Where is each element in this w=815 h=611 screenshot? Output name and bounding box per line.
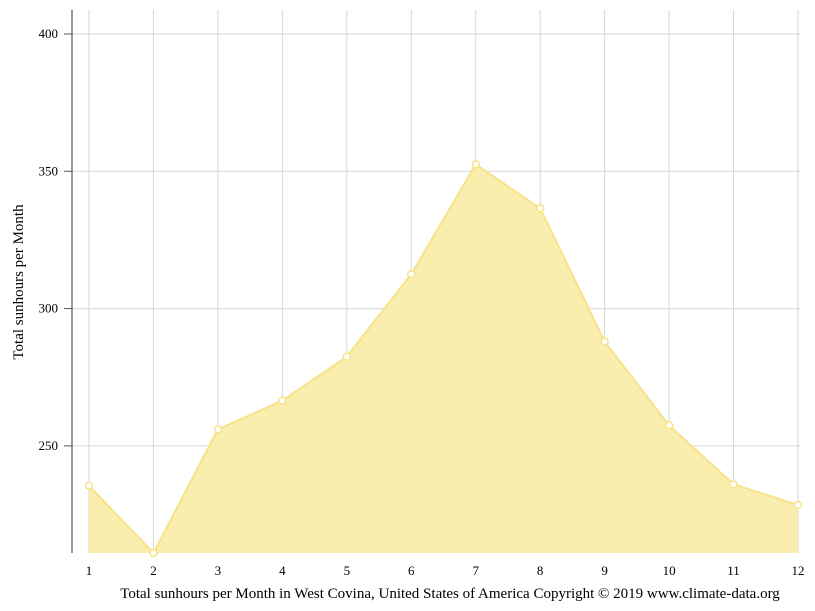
data-point-9 <box>600 337 609 346</box>
x-tick-label-1: 1 <box>86 563 93 578</box>
x-tick-label-5: 5 <box>344 563 351 578</box>
data-markers <box>84 160 803 558</box>
data-point-10 <box>664 421 674 430</box>
x-tick-label-7: 7 <box>472 563 479 578</box>
data-point-12 <box>793 500 803 510</box>
x-tick-label-2: 2 <box>150 563 157 578</box>
y-tick-label-250: 250 <box>39 438 59 453</box>
data-point-6 <box>407 270 416 279</box>
y-tick-label-350: 350 <box>39 163 59 178</box>
chart-caption: Total sunhours per Month in West Covina,… <box>120 586 780 602</box>
x-tick-label-11: 11 <box>727 563 740 578</box>
data-point-4 <box>278 396 287 405</box>
x-tick-label-9: 9 <box>601 563 608 578</box>
series-area <box>88 162 799 555</box>
x-tick-label-12: 12 <box>792 563 805 578</box>
x-tick-label-6: 6 <box>408 563 415 578</box>
y-axis-title: Total sunhours per Month <box>11 204 27 360</box>
data-point-8 <box>535 204 545 213</box>
data-point-11 <box>729 480 738 489</box>
series-area-fill <box>89 164 798 553</box>
data-point-5 <box>342 352 352 361</box>
y-tick-label-400: 400 <box>39 26 59 41</box>
x-tick-label-10: 10 <box>663 563 676 578</box>
y-tick-label-300: 300 <box>39 301 59 316</box>
x-tick-label-8: 8 <box>537 563 544 578</box>
data-point-2 <box>149 548 158 558</box>
series-line <box>88 162 799 555</box>
x-tick-label-4: 4 <box>279 563 286 578</box>
data-point-7 <box>471 160 480 169</box>
data-point-1 <box>84 481 94 490</box>
x-tick-label-3: 3 <box>215 563 222 578</box>
axes <box>64 10 73 553</box>
data-point-3 <box>213 425 223 434</box>
